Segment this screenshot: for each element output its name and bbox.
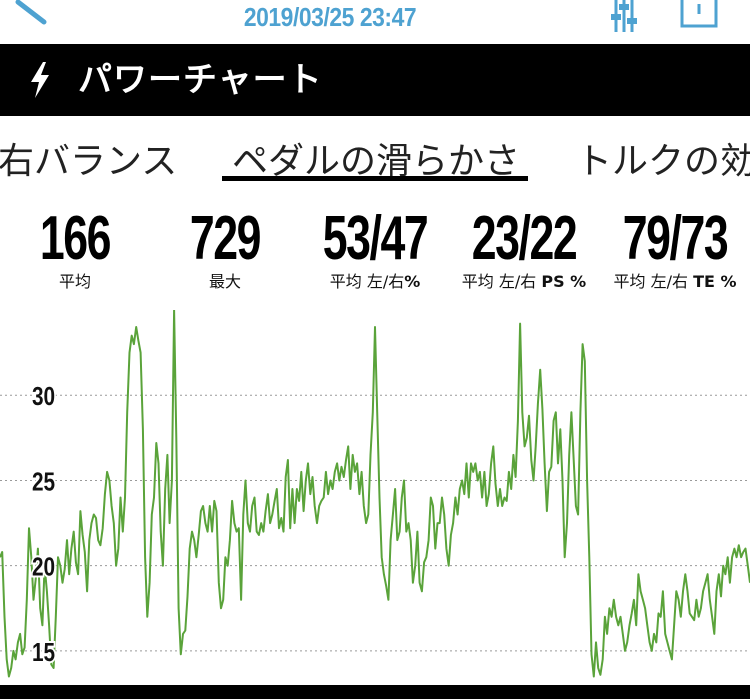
stat-lr-balance: 53/47 平均 左/右% xyxy=(300,206,450,292)
pedal-smoothness-chart: 30 25 20 15 xyxy=(0,310,750,685)
screen-title: パワーチャート xyxy=(78,60,323,100)
stat-torque-effectiveness-value: 79/73 xyxy=(622,204,729,273)
stat-average-value: 166 xyxy=(39,204,112,273)
y-tick-label-20: 20 xyxy=(32,552,55,581)
stat-pedal-smoothness-value: 23/22 xyxy=(471,204,578,273)
bottom-bar xyxy=(0,685,750,699)
lightning-bolt-icon xyxy=(31,62,49,98)
filter-button[interactable] xyxy=(606,0,642,40)
stat-average: 166 平均 xyxy=(20,206,130,292)
stat-lr-balance-label: 平均 左/右% xyxy=(329,272,421,291)
back-button[interactable] xyxy=(4,0,48,40)
stat-pedal-smoothness: 23/22 平均 左/右 PS % xyxy=(448,206,600,292)
tab-pedal-smoothness[interactable]: ペダルの滑らかさ xyxy=(232,141,521,182)
ride-datetime: 2019/03/25 23:47 xyxy=(243,2,417,32)
back-icon xyxy=(15,0,47,25)
screen-title-bar: パワーチャート xyxy=(0,44,750,116)
y-tick-label-25: 25 xyxy=(32,467,55,496)
stat-torque-effectiveness-label: 平均 左/右 TE % xyxy=(613,272,737,291)
top-bar: 2019/03/25 23:47 xyxy=(0,0,750,44)
stat-average-label: 平均 xyxy=(58,272,91,291)
stat-max-value: 729 xyxy=(189,204,262,273)
y-tick-label-15: 15 xyxy=(32,638,55,667)
share-icon xyxy=(680,0,718,28)
y-tick-label-30: 30 xyxy=(32,382,55,411)
filter-sliders-icon xyxy=(611,0,637,32)
stat-pedal-smoothness-label: 平均 左/右 PS % xyxy=(461,272,587,291)
stat-max: 729 最大 xyxy=(170,206,280,292)
selected-tab-indicator xyxy=(222,176,528,181)
stat-lr-balance-value: 53/47 xyxy=(322,204,429,273)
tab-right-balance[interactable]: 右バランス xyxy=(0,141,178,182)
series-line xyxy=(0,310,750,678)
tab-torque-effectiveness[interactable]: トルクの効 xyxy=(576,141,750,182)
stat-max-label: 最大 xyxy=(208,272,241,291)
stat-torque-effectiveness: 79/73 平均 左/右 TE % xyxy=(600,206,750,292)
share-button[interactable] xyxy=(674,0,722,40)
chart-canvas: 30 25 20 15 xyxy=(0,310,750,678)
metric-tabs: 右バランス ペダルの滑らかさ トルクの効 xyxy=(0,116,750,194)
